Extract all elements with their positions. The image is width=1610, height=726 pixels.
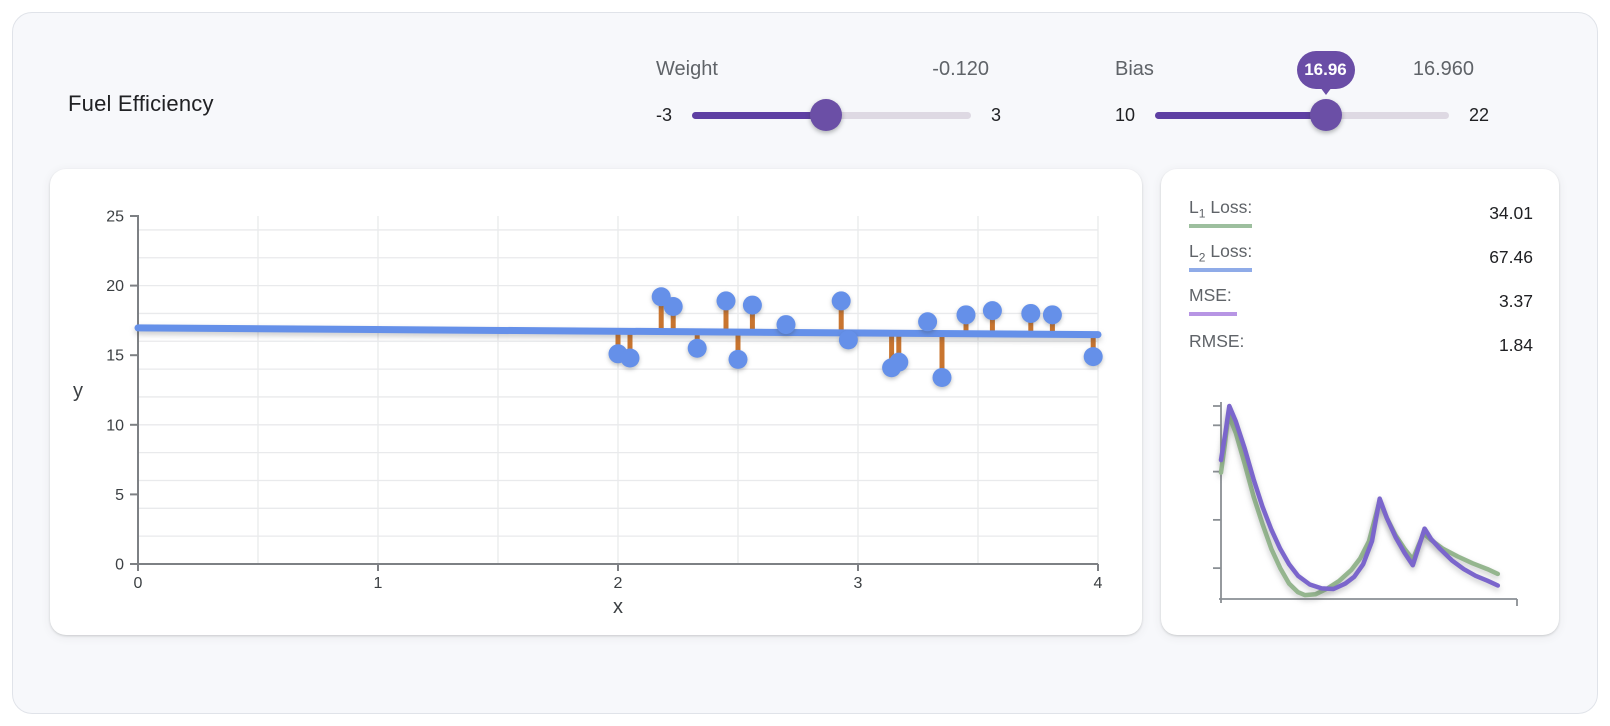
data-point <box>982 301 1002 321</box>
y-axis-label: y <box>73 380 83 402</box>
data-point <box>1083 347 1103 367</box>
weight-slider-fill <box>692 111 826 119</box>
bias-slider[interactable]: 16.96 <box>1155 50 1449 131</box>
loss-axes <box>1213 402 1518 606</box>
data-points <box>608 287 1103 387</box>
metric-row-l2: L2 Loss: 67.46 <box>1189 235 1533 279</box>
y-tick-label: 15 <box>106 348 124 365</box>
bias-tooltip-text: 16.96 <box>1304 59 1347 79</box>
data-point <box>889 352 909 372</box>
data-point <box>742 295 762 315</box>
loss-panel-card: L1 Loss: 34.01 L2 Loss: 67.46 MSE: 3.37 RM… <box>1161 169 1559 635</box>
x-tick-label: 3 <box>854 575 863 592</box>
weight-label: Weight <box>656 57 718 80</box>
metric-value-l2: 67.46 <box>1489 246 1533 267</box>
metric-row-rmse: RMSE: 1.84 <box>1189 323 1533 367</box>
metric-label-mse: MSE: <box>1189 286 1237 316</box>
x-tick-label: 4 <box>1094 575 1103 592</box>
bias-value: 16.960 <box>1412 57 1474 80</box>
metric-row-mse: MSE: 3.37 <box>1189 279 1533 323</box>
data-point <box>838 330 858 350</box>
weight-slider[interactable] <box>692 99 971 131</box>
y-tick-label: 5 <box>115 487 124 504</box>
loss-history-chart <box>1213 402 1518 606</box>
metric-value-mse: 3.37 <box>1498 290 1533 311</box>
data-point <box>956 305 976 325</box>
bias-control: Bias 16.960 10 16.96 22 <box>1115 50 1489 133</box>
bias-max-label: 22 <box>1468 104 1489 125</box>
data-point <box>728 349 748 369</box>
data-point <box>1042 305 1062 325</box>
metric-row-l1: L1 Loss: 34.01 <box>1189 191 1533 235</box>
metric-value-l1: 34.01 <box>1489 202 1533 223</box>
page-title: Fuel Efficiency <box>68 91 214 116</box>
loss-metrics: L1 Loss: 34.01 L2 Loss: 67.46 MSE: 3.37 RM… <box>1189 191 1533 367</box>
data-point <box>932 367 952 387</box>
metric-label-l2: L2 Loss: <box>1189 242 1253 272</box>
weight-value: -0.120 <box>932 57 989 80</box>
regression-line <box>134 324 1102 339</box>
grid-lines <box>138 216 1099 564</box>
weight-control: Weight -0.120 -3 3 <box>656 55 1001 133</box>
metric-value-rmse: 1.84 <box>1498 334 1533 355</box>
data-point <box>776 315 796 335</box>
x-tick-label: 0 <box>134 575 143 592</box>
y-tick-label: 0 <box>115 557 124 574</box>
metric-label-l1: L1 Loss: <box>1189 198 1253 228</box>
scatter-chart-card: 0 1 2 3 4 0 5 10 15 20 25 x y <box>50 169 1142 635</box>
data-point <box>716 291 736 311</box>
bias-min-label: 10 <box>1115 104 1136 125</box>
loss-curve-mse <box>1218 403 1501 592</box>
app-container: Fuel Efficiency Weight -0.120 -3 3 Bias … <box>12 12 1598 714</box>
x-axis-label: x <box>613 596 623 618</box>
x-tick-label: 1 <box>374 575 383 592</box>
y-tick-label: 10 <box>106 417 124 434</box>
bias-value-tooltip: 16.96 <box>1296 50 1355 89</box>
bias-label: Bias <box>1115 57 1154 80</box>
data-point <box>918 312 938 332</box>
bias-slider-fill <box>1155 111 1326 119</box>
weight-max-label: 3 <box>990 104 1001 125</box>
data-point <box>1021 303 1041 323</box>
data-point <box>663 296 683 316</box>
data-point <box>831 291 851 311</box>
data-point <box>687 338 707 358</box>
scatter-chart: 0 1 2 3 4 0 5 10 15 20 25 x y <box>73 209 1103 618</box>
bias-slider-thumb[interactable] <box>1309 99 1342 131</box>
y-tick-label: 25 <box>106 209 124 226</box>
x-tick-label: 2 <box>614 575 623 592</box>
weight-min-label: -3 <box>656 104 673 125</box>
weight-slider-thumb[interactable] <box>809 99 842 131</box>
axes <box>130 215 1099 571</box>
metric-label-rmse: RMSE: <box>1189 331 1245 352</box>
y-tick-label: 20 <box>106 278 124 295</box>
data-point <box>620 348 640 368</box>
